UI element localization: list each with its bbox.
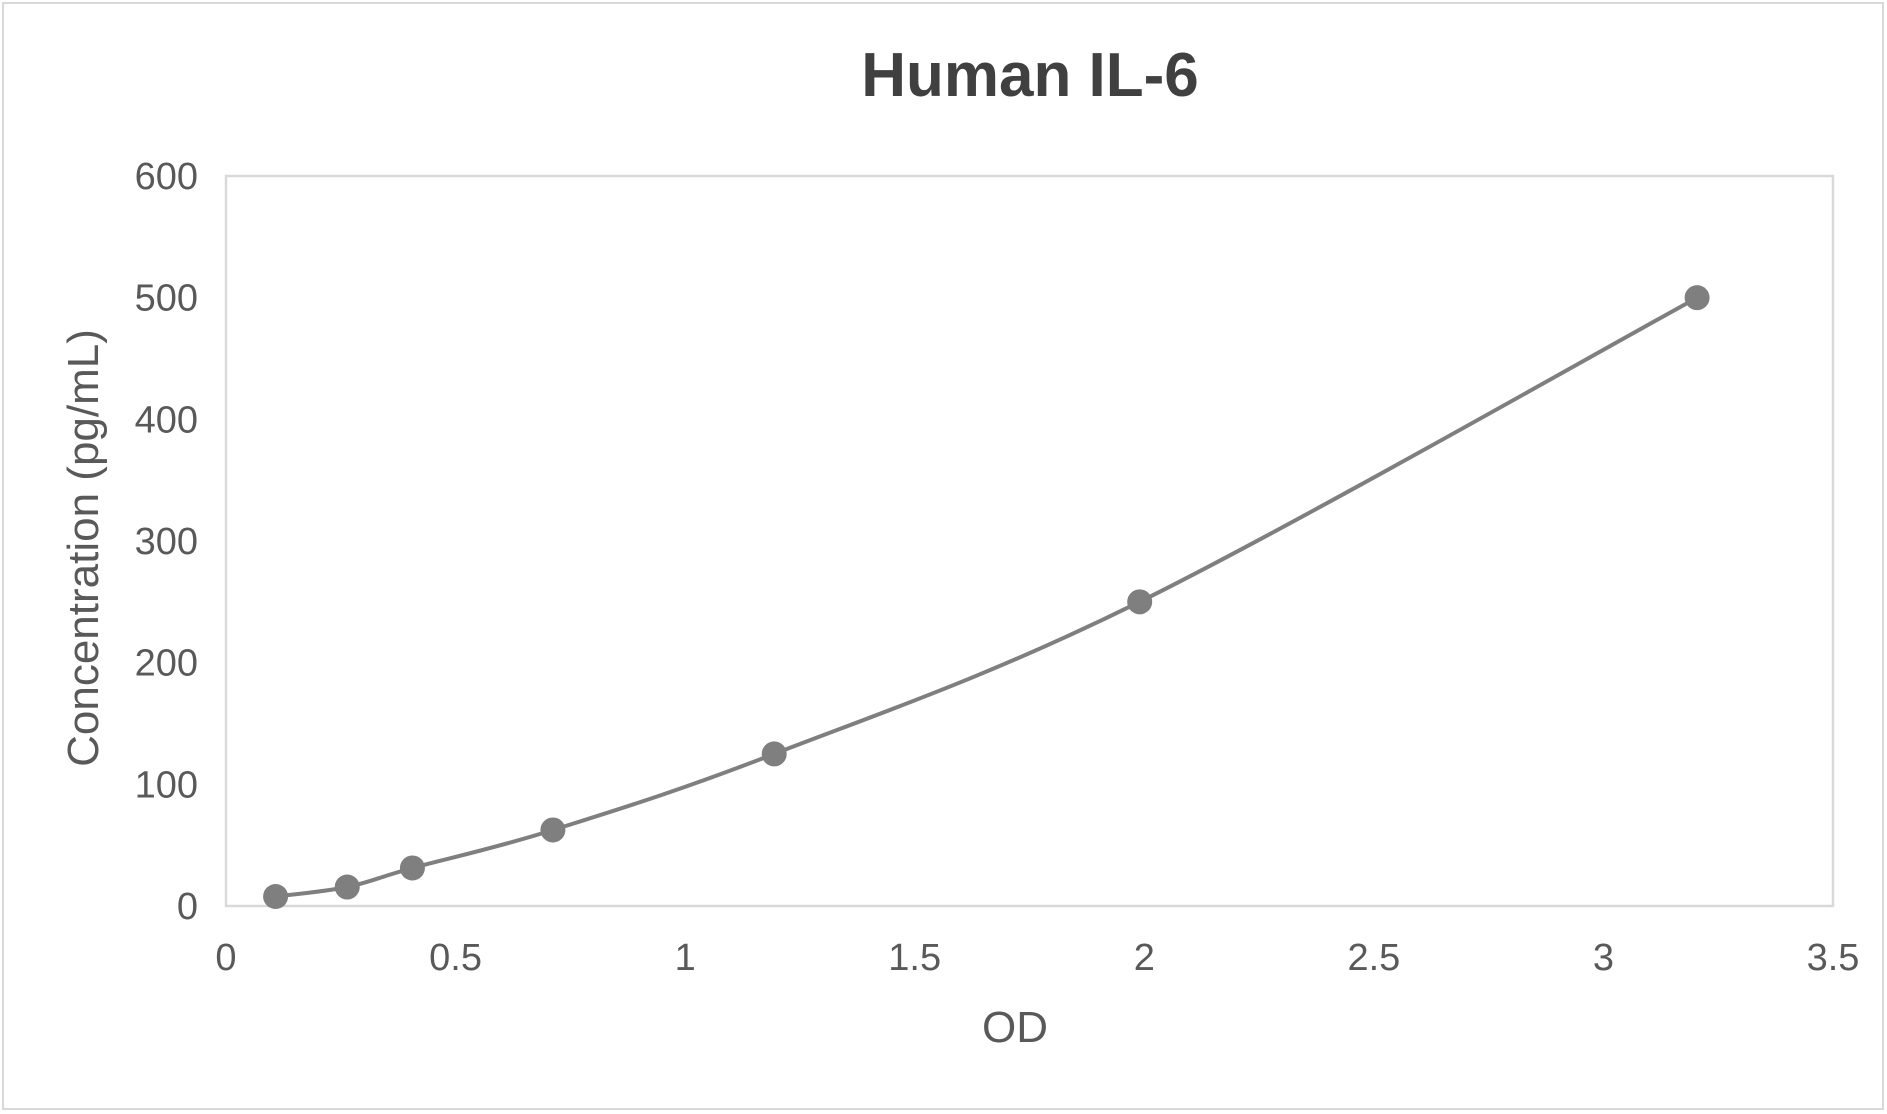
series-line (273, 295, 1700, 899)
data-point-marker (334, 874, 360, 900)
y-tick-label: 300 (135, 521, 198, 563)
x-tick-label: 0 (215, 937, 236, 979)
plot-area (224, 174, 1835, 908)
y-axis-tick-labels: 0 100 200 300 400 500 600 (135, 156, 198, 928)
x-tick-label: 0.5 (429, 937, 482, 979)
y-tick-label: 200 (135, 643, 198, 685)
x-tick-label: 2 (1134, 937, 1155, 979)
x-axis-title: OD (982, 1003, 1048, 1052)
x-tick-label: 3 (1593, 937, 1614, 979)
y-tick-label: 600 (135, 156, 198, 198)
series-markers (263, 285, 1710, 910)
y-tick-label: 400 (135, 399, 198, 441)
x-tick-label: 3.5 (1807, 937, 1860, 979)
data-point-marker (540, 817, 566, 843)
data-point-marker (761, 741, 787, 767)
y-tick-label: 100 (135, 764, 198, 806)
data-point-marker (1684, 285, 1710, 311)
y-tick-label: 500 (135, 278, 198, 320)
data-point-marker (1127, 589, 1153, 615)
x-tick-label: 1.5 (888, 937, 941, 979)
x-tick-label: 2.5 (1347, 937, 1400, 979)
x-tick-label: 1 (675, 937, 696, 979)
data-point-marker (399, 855, 425, 881)
data-point-marker (263, 884, 289, 910)
y-tick-label: 0 (177, 886, 198, 928)
y-axis-title: Concentration (pg/mL) (59, 329, 108, 767)
x-axis-tick-labels: 0 0.5 1 1.5 2 2.5 3 3.5 (215, 937, 1859, 979)
chart-title: Human IL-6 (861, 41, 1199, 110)
